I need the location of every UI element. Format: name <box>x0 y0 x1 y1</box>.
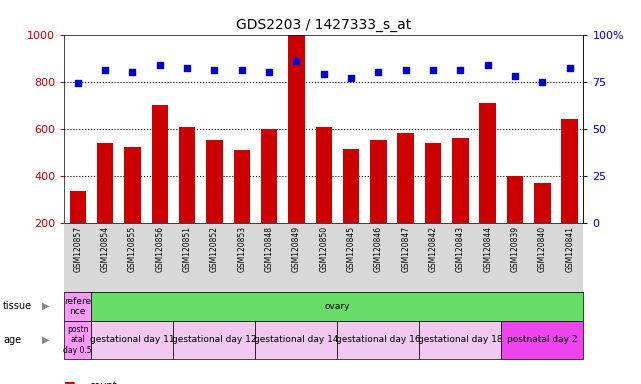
Point <box>510 73 520 79</box>
Bar <box>179 127 196 270</box>
Text: GSM120839: GSM120839 <box>510 226 519 272</box>
Text: GSM120843: GSM120843 <box>456 226 465 272</box>
Bar <box>370 141 387 270</box>
Text: GSM120847: GSM120847 <box>401 226 410 272</box>
Bar <box>425 143 441 270</box>
Point <box>154 61 165 68</box>
Text: GSM120852: GSM120852 <box>210 226 219 272</box>
Text: gestational day 12: gestational day 12 <box>172 335 256 344</box>
Text: ▶: ▶ <box>42 301 49 311</box>
Text: ▶: ▶ <box>42 335 49 345</box>
Point <box>373 69 383 75</box>
Point <box>209 67 219 73</box>
Point <box>100 67 110 73</box>
Point <box>128 69 138 75</box>
Bar <box>452 138 469 270</box>
Text: gestational day 14: gestational day 14 <box>254 335 338 344</box>
Point <box>537 79 547 85</box>
Bar <box>70 191 86 270</box>
Title: GDS2203 / 1427333_s_at: GDS2203 / 1427333_s_at <box>236 18 412 32</box>
Bar <box>288 35 304 270</box>
Text: GSM120842: GSM120842 <box>429 226 438 272</box>
Bar <box>507 176 523 270</box>
Point <box>264 69 274 75</box>
Text: GSM120846: GSM120846 <box>374 226 383 272</box>
Bar <box>97 143 113 270</box>
Text: GSM120856: GSM120856 <box>155 226 164 272</box>
Bar <box>255 321 337 359</box>
Text: GSM120849: GSM120849 <box>292 226 301 272</box>
Text: tissue: tissue <box>3 301 32 311</box>
Bar <box>479 103 496 270</box>
Bar <box>501 321 583 359</box>
Bar <box>534 183 551 270</box>
Point <box>565 65 575 71</box>
Bar <box>64 292 92 321</box>
Bar <box>397 133 414 270</box>
Text: count: count <box>90 381 117 384</box>
Text: GSM120848: GSM120848 <box>265 226 274 272</box>
Bar <box>315 127 332 270</box>
Text: GSM120841: GSM120841 <box>565 226 574 272</box>
Bar <box>343 149 359 270</box>
Point <box>428 67 438 73</box>
Point <box>319 71 329 77</box>
Point <box>346 75 356 81</box>
Bar <box>124 147 140 270</box>
Point <box>455 67 465 73</box>
Point <box>182 65 192 71</box>
Text: refere
nce: refere nce <box>64 296 91 316</box>
Text: ovary: ovary <box>324 302 350 311</box>
Text: ■: ■ <box>64 379 76 384</box>
Bar <box>261 129 278 270</box>
Text: GSM120853: GSM120853 <box>237 226 246 272</box>
Text: gestational day 18: gestational day 18 <box>418 335 503 344</box>
Text: GSM120844: GSM120844 <box>483 226 492 272</box>
Bar <box>206 141 222 270</box>
Text: GSM120854: GSM120854 <box>101 226 110 272</box>
Bar <box>92 321 174 359</box>
Text: gestational day 16: gestational day 16 <box>336 335 420 344</box>
Text: gestational day 11: gestational day 11 <box>90 335 175 344</box>
Text: GSM120857: GSM120857 <box>73 226 82 272</box>
Text: GSM120850: GSM120850 <box>319 226 328 272</box>
Bar <box>562 119 578 270</box>
Point <box>72 80 83 86</box>
Bar <box>151 105 168 270</box>
Point <box>401 67 411 73</box>
Point <box>483 61 493 68</box>
Text: GSM120840: GSM120840 <box>538 226 547 272</box>
Point <box>291 58 301 64</box>
Text: GSM120845: GSM120845 <box>347 226 356 272</box>
Text: GSM120855: GSM120855 <box>128 226 137 272</box>
Bar <box>233 150 250 270</box>
Text: postnatal day 2: postnatal day 2 <box>507 335 578 344</box>
Bar <box>64 321 92 359</box>
Point <box>237 67 247 73</box>
Bar <box>337 321 419 359</box>
Text: GSM120851: GSM120851 <box>183 226 192 272</box>
Bar <box>174 321 255 359</box>
Text: postn
atal
day 0.5: postn atal day 0.5 <box>63 325 92 355</box>
Text: age: age <box>3 335 21 345</box>
Bar <box>419 321 501 359</box>
